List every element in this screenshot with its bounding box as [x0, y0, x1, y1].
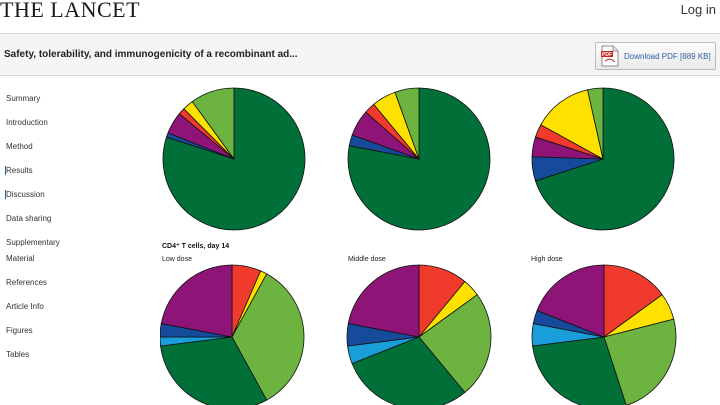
- nav-method[interactable]: Method: [6, 142, 33, 151]
- login-link[interactable]: Log in: [680, 2, 716, 17]
- nav-article-info[interactable]: Article Info: [6, 302, 44, 311]
- pie-charts-canvas: [160, 87, 677, 405]
- pie-slice-dark_green: [351, 336, 466, 405]
- nav-tables[interactable]: Tables: [6, 350, 30, 359]
- pie-high-dose-day-14: [531, 264, 677, 405]
- download-pdf-label: Download PDF [889 KB]: [624, 51, 711, 61]
- nav-introduction[interactable]: Introduction: [6, 118, 48, 127]
- pie-low-dose-day-14: [160, 264, 305, 405]
- pie-low-dose-day-7: [162, 87, 306, 231]
- svg-text:PDF: PDF: [602, 52, 612, 58]
- pie-slice-purple: [347, 264, 420, 338]
- nav-data-sharing[interactable]: Data sharing: [6, 214, 52, 223]
- nav-material[interactable]: Material: [6, 254, 35, 263]
- pie-slice-yellow: [540, 89, 604, 160]
- nav-figures[interactable]: Figures: [6, 326, 33, 335]
- pie-slice-dark_green: [160, 336, 268, 405]
- nav-summary[interactable]: Summary: [6, 94, 41, 103]
- download-pdf-button[interactable]: PDF Download PDF [889 KB]: [595, 42, 716, 70]
- pie-middle-dose-day-14: [346, 264, 492, 405]
- panel-label-high-dose: High dose: [531, 256, 563, 263]
- pie-slice-light_green: [191, 87, 235, 161]
- site-logo[interactable]: THE LANCET: [0, 0, 141, 22]
- pie-chart-figure: CD4⁺ T cells, day 14 Low dose Middle dos…: [160, 76, 720, 405]
- section-label-cd4: CD4⁺ T cells, day 14: [162, 243, 230, 250]
- site-header: THE LANCET Log in: [0, 0, 720, 30]
- pie-slice-light_green: [418, 294, 492, 394]
- pie-slice-light_green: [587, 87, 604, 160]
- pie-slice-purple: [536, 264, 605, 338]
- article-toolbar: Safety, tolerability, and immunogenicity…: [0, 33, 720, 76]
- pie-slice-light_green: [231, 273, 305, 401]
- nav-discussion[interactable]: Discussion: [5, 190, 45, 199]
- panel-label-middle-dose: Middle dose: [348, 256, 386, 263]
- pie-high-dose-day-7: [531, 87, 675, 231]
- pie-slice-purple: [160, 264, 233, 338]
- nav-supplementary[interactable]: Supplementary: [6, 238, 60, 247]
- pie-slice-light_green: [394, 87, 420, 160]
- pie-slice-light_green: [603, 318, 677, 405]
- pie-slice-dark_green: [534, 87, 675, 231]
- panel-label-low-dose: Low dose: [162, 256, 192, 263]
- article-title: Safety, tolerability, and immunogenicity…: [4, 49, 298, 60]
- pie-slice-dark_green: [532, 336, 627, 405]
- nav-results[interactable]: Results: [5, 166, 33, 175]
- pie-slice-red: [603, 264, 663, 338]
- pie-middle-dose-day-7: [347, 87, 491, 231]
- nav-references[interactable]: References: [6, 278, 47, 287]
- pdf-file-icon: PDF: [601, 45, 619, 67]
